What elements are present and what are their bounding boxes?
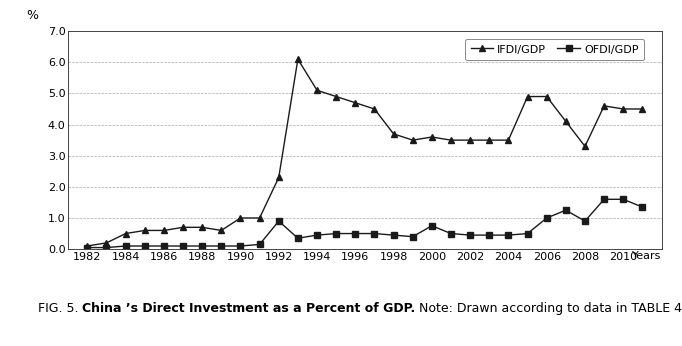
IFDI/GDP [121, 231, 130, 236]
IFDI/GDP [543, 94, 551, 99]
IFDI/GDP [581, 144, 589, 148]
OFDI/GDP [102, 246, 110, 250]
IFDI/GDP [160, 228, 168, 233]
IFDI/GDP [600, 104, 608, 108]
OFDI/GDP [638, 205, 647, 209]
OFDI/GDP [466, 233, 474, 237]
IFDI/GDP [256, 216, 264, 220]
IFDI/GDP [466, 138, 474, 142]
OFDI/GDP [619, 197, 627, 201]
IFDI/GDP [619, 107, 627, 111]
OFDI/GDP [504, 233, 512, 237]
IFDI/GDP [638, 107, 647, 111]
Text: Years: Years [632, 251, 662, 261]
Text: %: % [27, 9, 39, 22]
OFDI/GDP [428, 224, 436, 228]
IFDI/GDP [179, 225, 187, 229]
IFDI/GDP [351, 101, 359, 105]
OFDI/GDP [179, 244, 187, 248]
IFDI/GDP [524, 94, 532, 99]
Text: China ’s Direct Investment as a Percent of GDP.: China ’s Direct Investment as a Percent … [82, 302, 415, 315]
IFDI/GDP [294, 57, 302, 61]
Legend: IFDI/GDP, OFDI/GDP: IFDI/GDP, OFDI/GDP [465, 39, 644, 60]
IFDI/GDP [504, 138, 512, 142]
IFDI/GDP [485, 138, 493, 142]
OFDI/GDP [543, 216, 551, 220]
OFDI/GDP [140, 244, 149, 248]
OFDI/GDP [256, 242, 264, 246]
IFDI/GDP [370, 107, 379, 111]
OFDI/GDP [581, 219, 589, 223]
OFDI/GDP [409, 235, 417, 239]
IFDI/GDP [428, 135, 436, 139]
Line: OFDI/GDP: OFDI/GDP [85, 197, 645, 251]
OFDI/GDP [485, 233, 493, 237]
IFDI/GDP [447, 138, 455, 142]
Text: Note: Drawn according to data in TABLE 4.: Note: Drawn according to data in TABLE 4… [415, 302, 682, 315]
OFDI/GDP [313, 233, 321, 237]
OFDI/GDP [218, 244, 226, 248]
OFDI/GDP [389, 233, 398, 237]
IFDI/GDP [237, 216, 245, 220]
Line: IFDI/GDP: IFDI/GDP [85, 56, 645, 249]
Text: FIG. 5.: FIG. 5. [38, 302, 82, 315]
IFDI/GDP [102, 241, 110, 245]
IFDI/GDP [332, 94, 340, 99]
IFDI/GDP [83, 244, 91, 248]
OFDI/GDP [447, 231, 455, 236]
OFDI/GDP [160, 244, 168, 248]
OFDI/GDP [294, 236, 302, 240]
OFDI/GDP [332, 231, 340, 236]
OFDI/GDP [275, 219, 283, 223]
OFDI/GDP [83, 246, 91, 250]
OFDI/GDP [600, 197, 608, 201]
IFDI/GDP [140, 228, 149, 233]
IFDI/GDP [313, 88, 321, 92]
OFDI/GDP [198, 244, 206, 248]
IFDI/GDP [275, 175, 283, 180]
IFDI/GDP [218, 228, 226, 233]
IFDI/GDP [409, 138, 417, 142]
OFDI/GDP [121, 244, 130, 248]
OFDI/GDP [562, 208, 570, 212]
IFDI/GDP [562, 119, 570, 124]
OFDI/GDP [237, 244, 245, 248]
OFDI/GDP [524, 231, 532, 236]
OFDI/GDP [351, 231, 359, 236]
IFDI/GDP [389, 132, 398, 136]
IFDI/GDP [198, 225, 206, 229]
OFDI/GDP [370, 231, 379, 236]
